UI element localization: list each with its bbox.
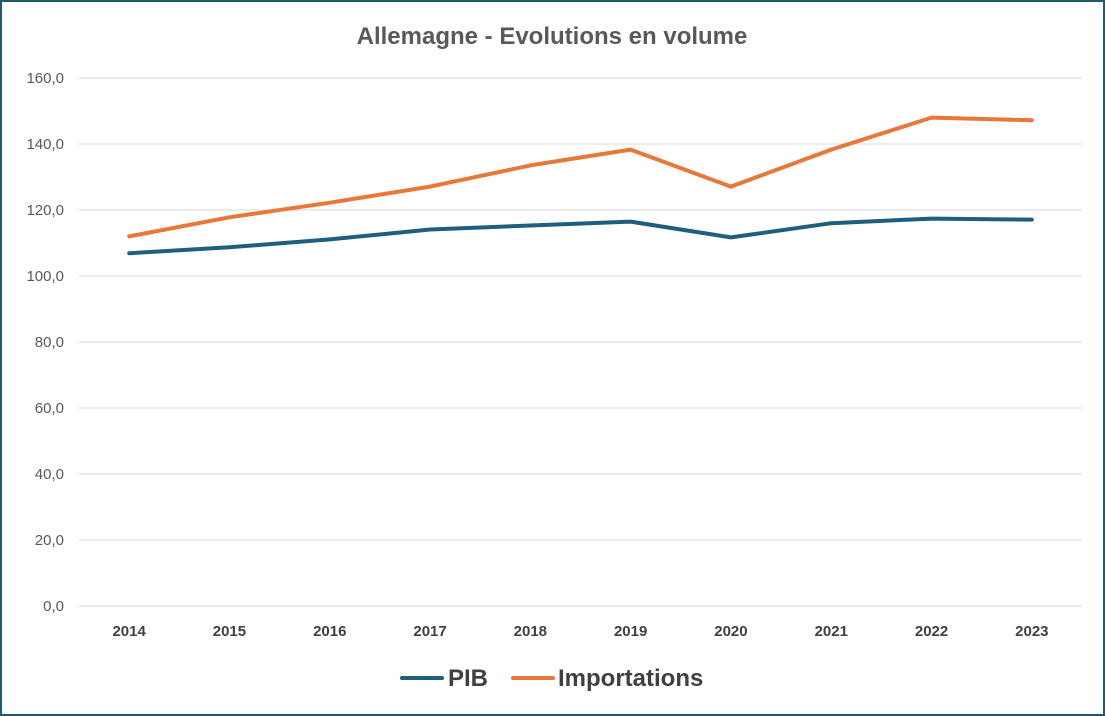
x-tick-label: 2019 bbox=[614, 623, 647, 640]
y-tick-label: 20,0 bbox=[35, 532, 64, 549]
x-tick-label: 2018 bbox=[514, 623, 547, 640]
series-line-importations bbox=[127, 115, 1034, 239]
series-line-pib bbox=[127, 216, 1034, 256]
y-tick-label: 100,0 bbox=[26, 268, 64, 285]
x-tick-label: 2021 bbox=[815, 623, 848, 640]
x-tick-label: 2017 bbox=[413, 623, 446, 640]
x-tick-label: 2014 bbox=[112, 623, 146, 640]
y-tick-label: 40,0 bbox=[35, 466, 64, 483]
y-tick-label: 160,0 bbox=[26, 70, 64, 87]
x-axis-ticks: 2014 2015 2016 2017 2018 2019 2020 2021 2022 2023 bbox=[112, 623, 1048, 640]
x-tick-label: 2022 bbox=[915, 623, 948, 640]
x-tick-label: 2020 bbox=[714, 623, 747, 640]
legend: PIB Importations bbox=[400, 665, 703, 692]
legend-item-importations: Importations bbox=[511, 665, 703, 692]
legend-label: Importations bbox=[558, 665, 703, 692]
series-lines bbox=[127, 115, 1034, 256]
y-axis-ticks: 0,0 20,0 40,0 60,0 80,0 100,0 120,0 140,0 160,0 bbox=[26, 70, 64, 615]
legend-label: PIB bbox=[448, 665, 488, 692]
y-tick-label: 80,0 bbox=[35, 334, 64, 351]
x-tick-label: 2023 bbox=[1015, 623, 1048, 640]
legend-item-pib: PIB bbox=[400, 665, 488, 692]
gridlines bbox=[79, 77, 1082, 607]
y-tick-label: 0,0 bbox=[43, 598, 64, 615]
y-tick-label: 60,0 bbox=[35, 400, 64, 417]
chart-title: Allemagne - Evolutions en volume bbox=[357, 23, 748, 50]
y-tick-label: 140,0 bbox=[26, 136, 64, 153]
x-tick-label: 2016 bbox=[313, 623, 346, 640]
x-tick-label: 2015 bbox=[213, 623, 246, 640]
y-tick-label: 120,0 bbox=[26, 202, 64, 219]
